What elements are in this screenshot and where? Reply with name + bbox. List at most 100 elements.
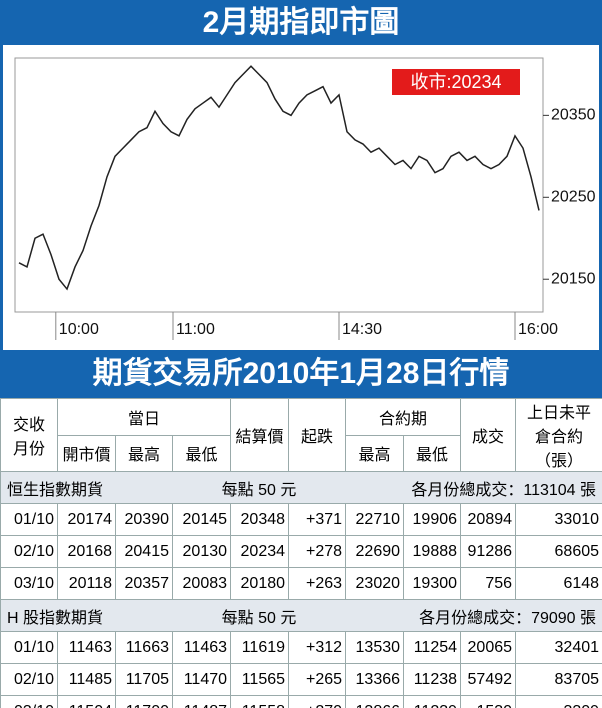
cell: 11565 xyxy=(230,663,290,696)
data-row: 01/10 11463 11663 11463 11619 +312 13530 11254 2… xyxy=(0,631,602,664)
y-tick-label: 20150 xyxy=(551,270,596,287)
cell: 20130 xyxy=(171,535,232,568)
total-label: 各月份總成交： xyxy=(411,481,524,499)
header: 交收月份 xyxy=(0,398,58,472)
cell: 20357 xyxy=(115,567,173,600)
cell: 11700 xyxy=(115,695,173,708)
header: 結算價 xyxy=(230,398,290,472)
cell: 20415 xyxy=(115,535,173,568)
cell: 3309 xyxy=(515,695,602,708)
cell: 57492 xyxy=(460,663,517,696)
cell: 19300 xyxy=(403,567,462,600)
total: 113104 張 xyxy=(523,481,597,499)
sub-header: 最高 xyxy=(115,434,173,472)
header: 當日 xyxy=(56,398,232,436)
section-row: H 股指數期貨 每點 50 元各月份總成交：79090 張 xyxy=(0,599,602,632)
header: 上日未平倉合約（張） xyxy=(515,398,602,472)
sub-header: 最低 xyxy=(171,434,232,472)
cell: 68605 xyxy=(515,535,602,568)
data-row: 03/10 20118 20357 20083 20180 +263 23020 19300 7… xyxy=(0,567,602,600)
cell: 1530 xyxy=(460,695,517,708)
section-row: 恒生指數期貨 每點 50 元各月份總成交：113104 張 xyxy=(0,471,602,504)
cell: 11487 xyxy=(171,695,232,708)
cell: 11239 xyxy=(403,695,462,708)
data-row: 01/10 20174 20390 20145 20348 +371 22710 19906 2… xyxy=(0,503,602,536)
cell: 11470 xyxy=(171,663,232,696)
cell: 11254 xyxy=(403,631,462,664)
cell: 22710 xyxy=(345,503,405,536)
sub-header: 最低 xyxy=(403,434,462,472)
cell: 33010 xyxy=(515,503,602,536)
y-tick-label: 20350 xyxy=(551,107,596,124)
cell: 91286 xyxy=(460,535,517,568)
section-total: 各月份總成交：79090 張 xyxy=(345,599,602,632)
header: 合約期 xyxy=(345,398,462,436)
table-title: 期貨交易所2010年1月28日行情 xyxy=(0,350,602,398)
cell: 20348 xyxy=(230,503,290,536)
cell: 13866 xyxy=(345,695,405,708)
header: 起跌 xyxy=(288,398,347,472)
cell: 756 xyxy=(460,567,517,600)
cell: +312 xyxy=(288,631,347,664)
cell: 20180 xyxy=(230,567,290,600)
y-tick-label: 20250 xyxy=(551,189,596,206)
data-row: 02/10 20168 20415 20130 20234 +278 22690 19888 9… xyxy=(0,535,602,568)
section-total: 各月份總成交：113104 張 xyxy=(345,471,602,504)
cell: +270 xyxy=(288,695,347,708)
x-tick-label: 10:00 xyxy=(59,321,99,338)
cell: 20145 xyxy=(171,503,232,536)
cell: 20390 xyxy=(115,503,173,536)
cell: 11619 xyxy=(230,631,290,664)
data-row: 02/10 11485 11705 11470 11565 +265 13366 11238 5… xyxy=(0,663,602,696)
cell: 11463 xyxy=(57,631,116,664)
cell: 20168 xyxy=(57,535,116,568)
cell: 20083 xyxy=(171,567,232,600)
cell: 13530 xyxy=(345,631,405,664)
cell: +265 xyxy=(288,663,347,696)
quote-table: 交收月份 當日 結算價 起跌 合約期 成交 上日未平倉合約（張） 開市價 最高 最低… xyxy=(0,398,602,708)
cell: 19906 xyxy=(403,503,462,536)
cell: 13366 xyxy=(345,663,405,696)
cell: 11558 xyxy=(230,695,290,708)
header: 成交 xyxy=(460,398,517,472)
cell: 11705 xyxy=(115,663,173,696)
price-line xyxy=(18,65,540,291)
plot-frame xyxy=(14,57,544,313)
chart: 20150 20250 20350 10:00 11:00 14:30 16:00 收市:20… xyxy=(0,45,602,350)
section-unit: 每點 50 元 xyxy=(172,599,346,632)
sub-header: 最高 xyxy=(345,434,405,472)
section-name: 恒生指數期貨 xyxy=(0,471,173,504)
cell: 11238 xyxy=(403,663,462,696)
cell: 83705 xyxy=(515,663,602,696)
sub-header: 開市價 xyxy=(57,434,116,472)
total-label: 各月份總成交： xyxy=(419,609,532,627)
cell: 03/10 xyxy=(0,567,58,600)
cell: 32401 xyxy=(515,631,602,664)
cell: 20894 xyxy=(460,503,517,536)
data-row: 03/1011504117001148711558+27013866112391… xyxy=(0,695,602,708)
cell: 01/10 xyxy=(0,503,58,536)
cell: 6148 xyxy=(515,567,602,600)
section-unit: 每點 50 元 xyxy=(172,471,346,504)
cell: +263 xyxy=(288,567,347,600)
cell: 20234 xyxy=(230,535,290,568)
section-name: H 股指數期貨 xyxy=(0,599,173,632)
cell: 20065 xyxy=(460,631,517,664)
cell: 20174 xyxy=(57,503,116,536)
cell: 20118 xyxy=(57,567,116,600)
x-tick-label: 14:30 xyxy=(342,321,382,338)
cell: 02/10 xyxy=(0,535,58,568)
x-tick-label: 11:00 xyxy=(176,321,215,338)
x-tick-label: 16:00 xyxy=(518,321,558,338)
cell: 11663 xyxy=(115,631,173,664)
annotation-box xyxy=(392,69,520,95)
cell: 11463 xyxy=(171,631,232,664)
annotation: 收市:20234 xyxy=(410,72,501,92)
cell: 11485 xyxy=(57,663,116,696)
cell: 11504 xyxy=(57,695,116,708)
cell: 01/10 xyxy=(0,631,58,664)
chart-title: 2月期指即市圖 xyxy=(0,0,602,45)
cell: 22690 xyxy=(345,535,405,568)
cell: 19888 xyxy=(403,535,462,568)
